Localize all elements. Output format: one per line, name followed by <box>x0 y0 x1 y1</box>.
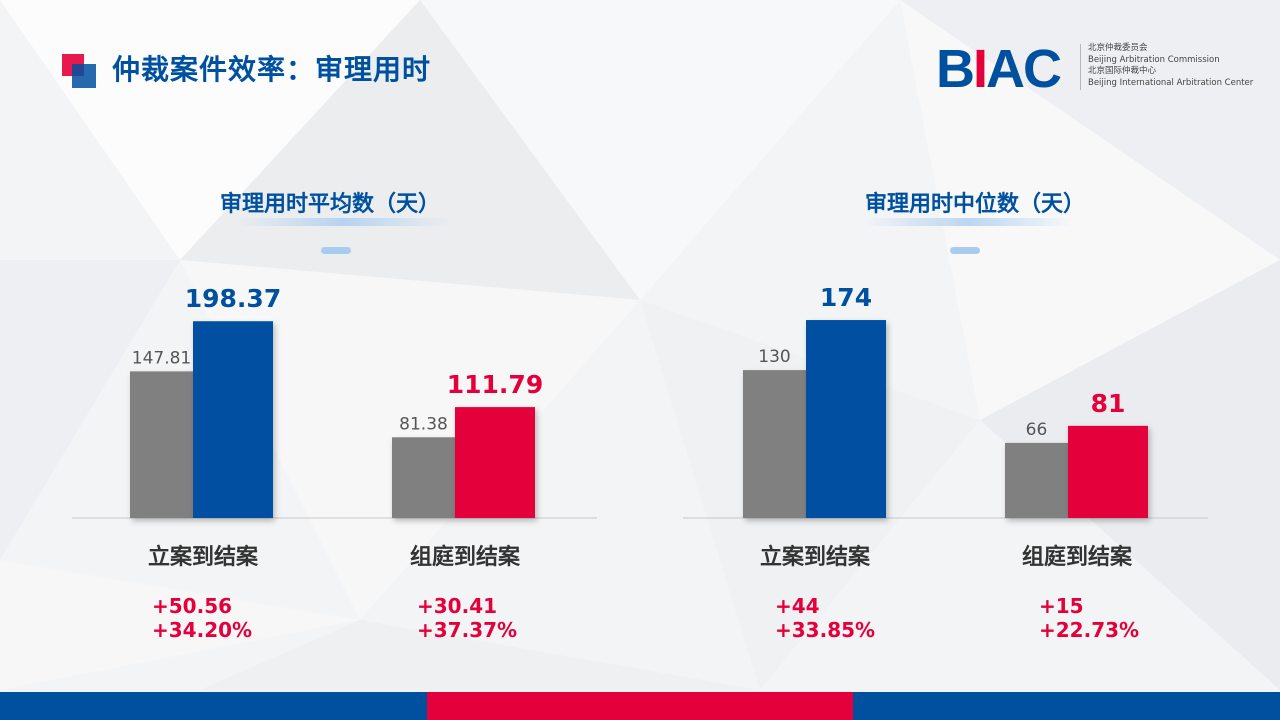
chart1-title: 审理用时平均数（天） <box>219 192 440 217</box>
chart1-bar-curr-1 <box>193 321 273 518</box>
chart2-label-prev-2: 66 <box>1026 420 1048 440</box>
chart1-category-1: 立案到结案 <box>148 544 259 570</box>
logo-mark: BIAC <box>936 39 1062 99</box>
chart2-title-pill <box>950 247 980 254</box>
logo-line-cn1: 北京仲裁委员会 <box>1088 43 1148 53</box>
delta-pct: +22.73% <box>1039 618 1140 642</box>
chart1-label-prev-2: 81.38 <box>399 414 448 434</box>
delta-pct: +33.85% <box>775 618 876 642</box>
delta-abs: +44 <box>775 594 820 618</box>
footer-seg-right <box>853 692 1280 720</box>
chart1-title-pill <box>321 247 351 254</box>
chart1-label-prev-1: 147.81 <box>132 348 191 368</box>
logo-line-en1: Beijing Arbitration Commission <box>1088 54 1220 65</box>
chart1-label-curr-1: 198.37 <box>185 284 281 313</box>
chart2-label-prev-1: 130 <box>758 347 790 367</box>
chart1-delta-1: +50.56 +34.20% <box>152 594 252 642</box>
chart2-bar-curr-2 <box>1068 425 1148 518</box>
chart1-bar-prev-1 <box>130 371 193 518</box>
chart1-category-2: 组庭到结案 <box>410 544 521 570</box>
chart2-delta-1: +44 +33.85% <box>775 594 875 642</box>
delta-pct: +34.20% <box>152 618 253 642</box>
page-title: 仲裁案件效率：审理用时 <box>112 53 432 86</box>
logo-line-en2: Beijing International Arbitration Center <box>1088 77 1254 88</box>
chart2-bar-prev-1 <box>743 370 806 518</box>
chart2-title-highlight <box>864 218 1074 226</box>
chart1-title-highlight <box>238 218 448 226</box>
chart2-category-2: 组庭到结案 <box>1022 544 1133 570</box>
chart2-label-curr-2: 81 <box>1091 389 1126 418</box>
chart1-delta-2: +30.41 +37.37% <box>417 594 517 642</box>
chart2-category-1: 立案到结案 <box>760 544 871 570</box>
footer-bar <box>0 692 1280 720</box>
delta-abs: +30.41 <box>417 594 498 618</box>
footer-seg-mid <box>427 692 853 720</box>
chart2-delta-2: +15 +22.73% <box>1039 594 1139 642</box>
logo-text-lines: 北京仲裁委员会 Beijing Arbitration Commission 北… <box>1088 43 1258 89</box>
title-accent-icon <box>62 54 98 90</box>
logo-divider <box>1080 44 1081 90</box>
logo-line-cn2: 北京国际仲裁中心 <box>1088 66 1157 76</box>
delta-pct: +37.37% <box>417 618 518 642</box>
chart2-title: 审理用时中位数（天） <box>864 192 1085 217</box>
delta-abs: +15 <box>1039 594 1084 618</box>
footer-seg-left <box>0 692 427 720</box>
chart2-label-curr-1: 174 <box>820 283 872 312</box>
chart2-bar-prev-2 <box>1005 442 1068 518</box>
chart1-bar-curr-2 <box>455 407 535 518</box>
chart1-label-curr-2: 111.79 <box>447 370 543 399</box>
delta-abs: +50.56 <box>152 594 233 618</box>
chart2-bar-curr-1 <box>806 320 886 518</box>
chart1-bar-prev-2 <box>392 437 455 518</box>
